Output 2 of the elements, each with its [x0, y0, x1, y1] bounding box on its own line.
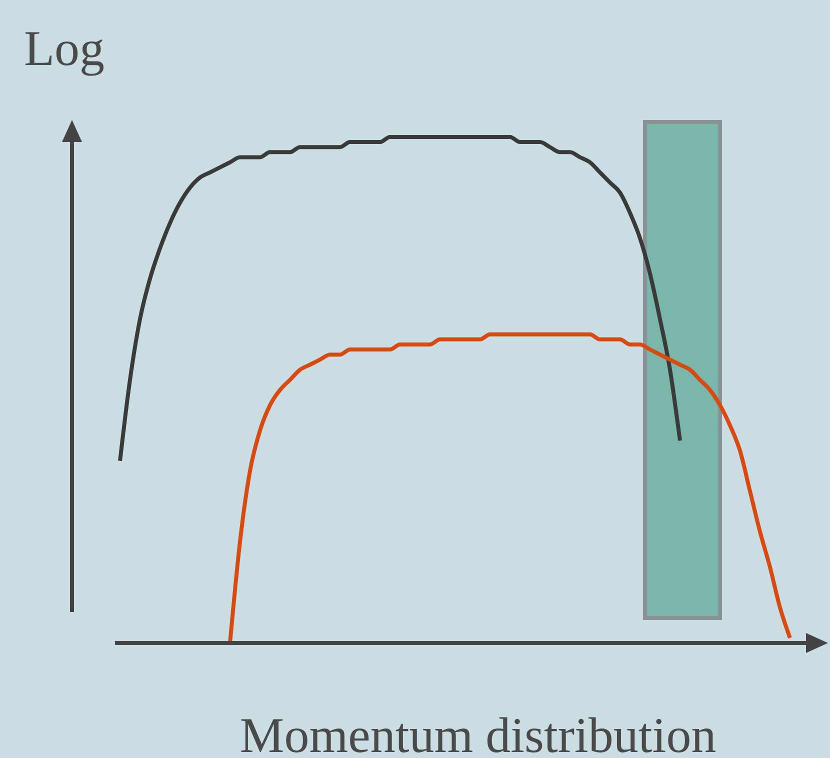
x-axis-title: Momentum distribution	[240, 707, 716, 758]
y-axis-title: Log	[24, 20, 105, 76]
